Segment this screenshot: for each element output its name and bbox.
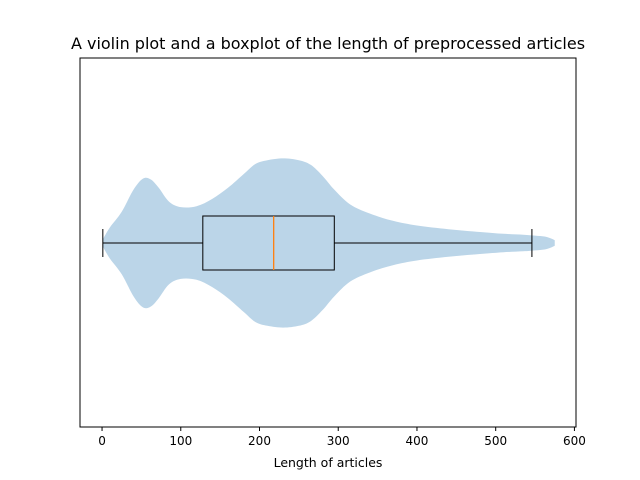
x-tick-label-0: 0 [98, 434, 106, 448]
x-axis-label: Length of articles [274, 455, 383, 470]
x-tick-label-100: 100 [169, 434, 192, 448]
plot-frame [79, 57, 577, 428]
violin-layer [102, 158, 555, 328]
x-tick-label-200: 200 [248, 434, 271, 448]
x-tick-label-400: 400 [406, 434, 429, 448]
chart-title: A violin plot and a boxplot of the lengt… [71, 34, 585, 53]
violin-body [102, 158, 555, 328]
x-axis: 0 100 200 300 400 500 600 [98, 427, 586, 448]
boxplot-layer [102, 215, 533, 271]
x-tick-label-600: 600 [563, 434, 586, 448]
x-tick-label-500: 500 [484, 434, 507, 448]
x-tick-label-300: 300 [327, 434, 350, 448]
iqr-box [202, 215, 335, 271]
